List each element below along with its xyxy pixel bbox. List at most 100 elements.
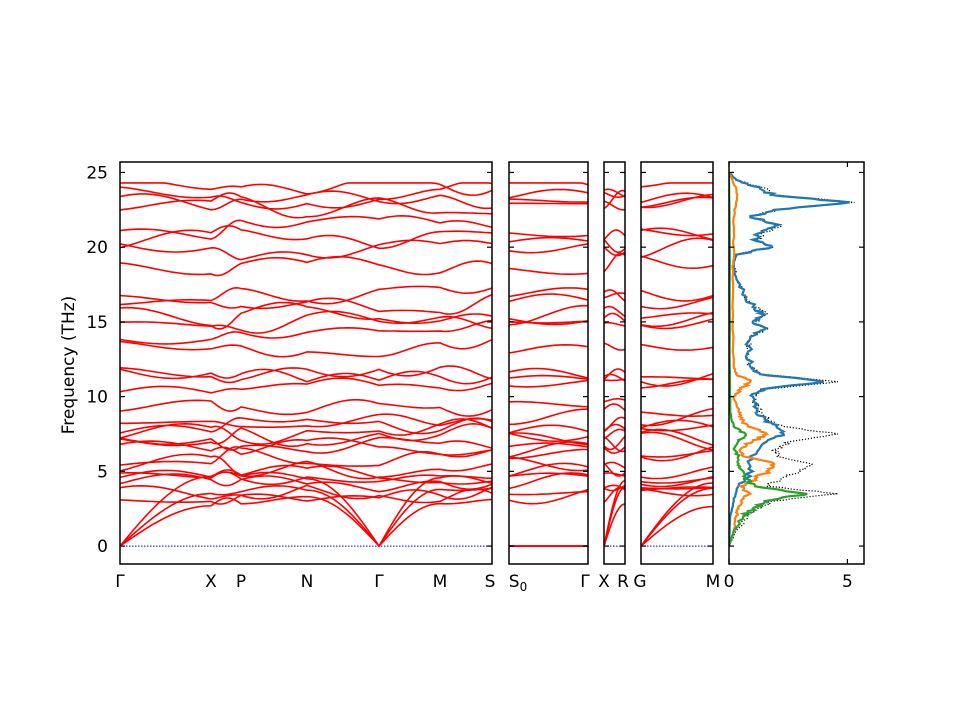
band-line: [604, 246, 625, 257]
band-line: [120, 484, 492, 504]
y-tick-label: 25: [86, 163, 108, 183]
band-line: [120, 224, 492, 250]
band-line: [641, 477, 713, 484]
band-line: [604, 289, 625, 302]
band-panels: Γ X P N Γ M S S0 Γ X R G M: [115, 161, 720, 594]
band-line: [604, 239, 625, 253]
band-line: [641, 311, 713, 328]
band-line: [120, 473, 492, 493]
band-line: [120, 484, 492, 548]
y-tick-label: 0: [97, 537, 108, 557]
band-line: [509, 367, 588, 379]
band-line: [509, 304, 588, 326]
band-line: [120, 239, 492, 261]
band-line: [509, 182, 588, 186]
band-line: [509, 488, 588, 505]
band-line: [120, 377, 492, 394]
band-line: [641, 192, 713, 204]
dos-series-line: [729, 172, 776, 547]
band-line: [509, 472, 588, 490]
band-lines: [509, 182, 588, 547]
band-line: [120, 190, 492, 211]
band-line: [641, 486, 713, 490]
dos-series-line: [729, 171, 850, 547]
band-line: [509, 408, 588, 426]
band-line: [509, 456, 588, 472]
band-line: [509, 232, 588, 238]
band-line: [604, 428, 625, 440]
band-line: [120, 453, 492, 480]
y-tick-label: 15: [86, 313, 108, 333]
dos-series-line: [729, 172, 808, 547]
y-tick-labels: 0 5 10 15 20 25: [86, 163, 108, 557]
band-line: [641, 449, 713, 458]
x-tick-label: S0: [509, 572, 527, 594]
panel-frame: [640, 161, 714, 565]
band-line: [120, 486, 492, 505]
band-line: [509, 287, 588, 298]
band-line: [120, 182, 492, 197]
band-line: [641, 446, 713, 462]
band-line: [120, 365, 492, 384]
panel-frame: [603, 161, 626, 565]
band-line: [509, 462, 588, 477]
band-line: [120, 368, 492, 385]
band-line: [120, 214, 492, 240]
band-line: [120, 436, 492, 454]
band-line: [641, 255, 713, 270]
band-line: [120, 192, 492, 219]
band-line: [509, 432, 588, 443]
band-line: [641, 487, 713, 497]
band-line: [509, 267, 588, 275]
band-line: [120, 301, 492, 330]
band-line: [641, 296, 713, 310]
band-line: [604, 292, 625, 299]
band-line: [641, 407, 713, 427]
y-axis-label: Frequency (THz): [59, 296, 79, 435]
band-line: [120, 255, 492, 277]
band-line: [509, 472, 588, 477]
band-line: [604, 435, 625, 451]
band-line: [604, 416, 625, 432]
band-line: [509, 317, 588, 326]
y-tick-label: 20: [86, 238, 108, 258]
band-line: [604, 398, 625, 403]
band-line: [604, 446, 625, 455]
band-line: [509, 236, 588, 243]
band-line: [641, 343, 713, 351]
band-lines: [641, 182, 713, 547]
band-line: [120, 285, 492, 306]
band-line: [509, 490, 588, 496]
band-line: [604, 252, 625, 273]
panel-frame: [119, 161, 493, 565]
band-line: [509, 424, 588, 434]
band-line: [641, 196, 713, 209]
band-line: [641, 193, 713, 209]
band-line: [641, 411, 713, 418]
band-line: [509, 441, 588, 458]
band-line: [604, 200, 625, 211]
band-lines: [604, 188, 625, 547]
dos-curves: [729, 171, 855, 547]
band-line: [509, 293, 588, 303]
frequency-axis-label: Frequency (THz): [59, 296, 79, 435]
band-line: [604, 462, 625, 477]
band-line: [509, 343, 588, 354]
band-line: [120, 495, 492, 548]
band-line: [120, 293, 492, 315]
band-line: [604, 342, 625, 351]
band-line: [120, 422, 492, 448]
band-line: [509, 379, 588, 388]
band-line: [509, 202, 588, 205]
band-line: [120, 416, 492, 435]
band-line: [509, 400, 588, 408]
band-line: [509, 448, 588, 460]
x-tick-label: M: [433, 572, 448, 592]
band-line: [641, 466, 713, 480]
band-line: [604, 191, 625, 198]
x-tick-label: X: [205, 572, 217, 592]
x-tick-label: X: [598, 572, 610, 592]
